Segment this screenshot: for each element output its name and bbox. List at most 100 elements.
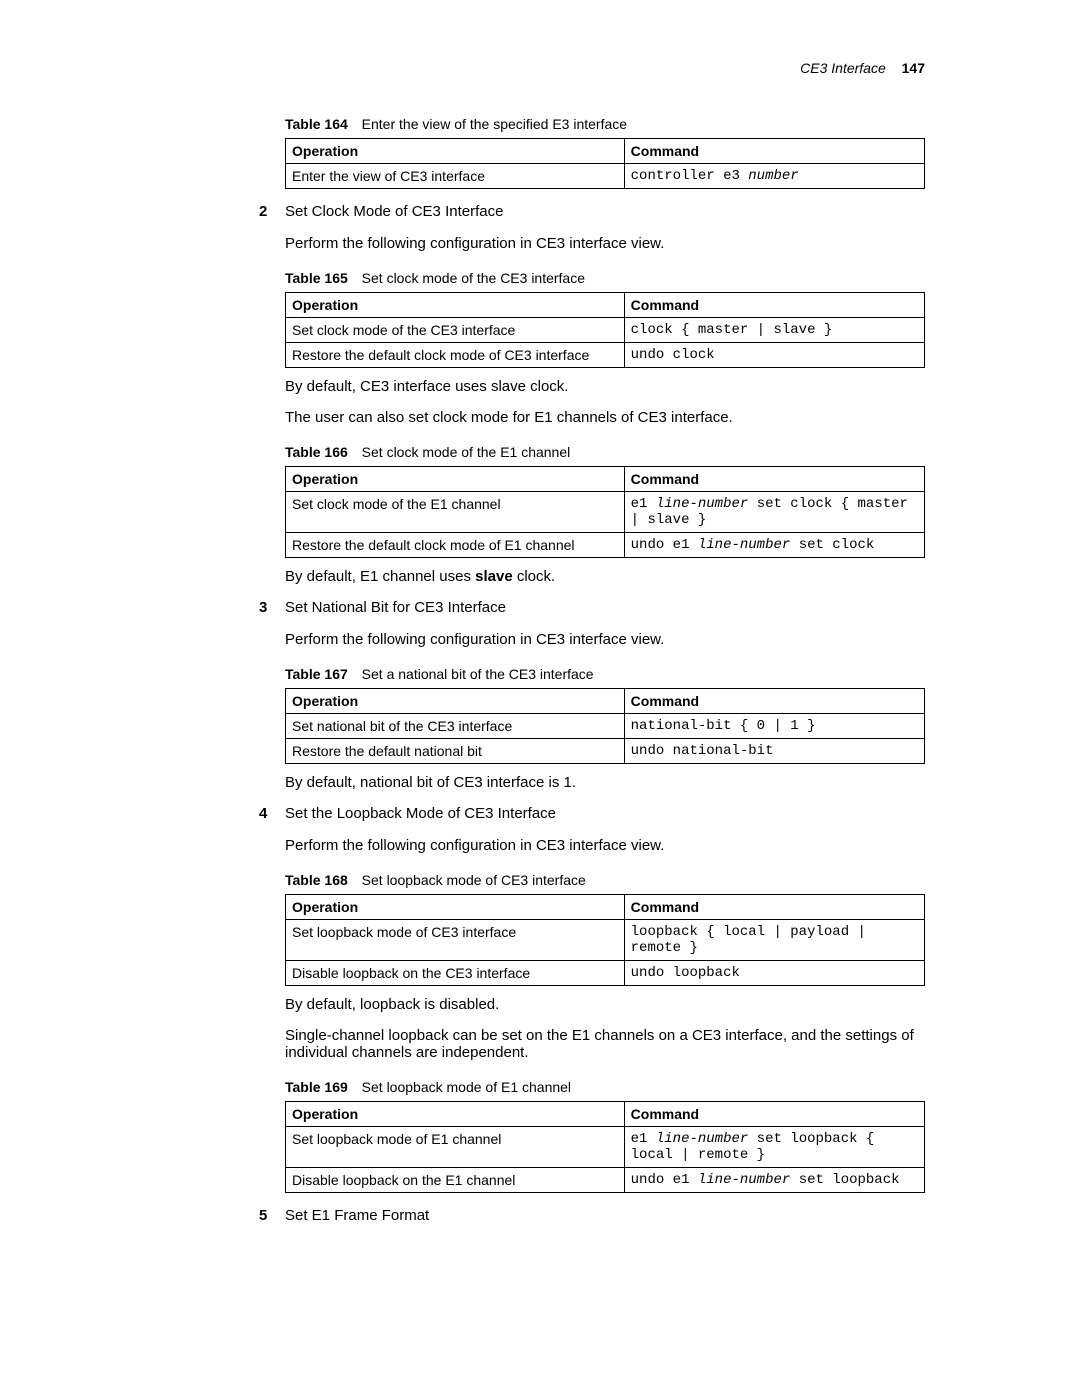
col-header-command: Command <box>624 1102 924 1127</box>
command-cell: undo e1 line-number set clock <box>624 533 924 558</box>
step-number: 4 <box>259 805 267 822</box>
table-164: Operation Command Enter the view of CE3 … <box>285 138 925 189</box>
table-label: Table 167 <box>285 666 348 682</box>
operation-cell: Enter the view of CE3 interface <box>286 164 625 189</box>
table-row: Operation Command <box>286 1102 925 1127</box>
table-row: Operation Command <box>286 139 925 164</box>
step-title: Set E1 Frame Format <box>285 1207 429 1224</box>
body-text: By default, E1 channel uses slave clock. <box>285 568 925 585</box>
cmd-param: line-number <box>656 496 748 512</box>
table-169: Operation Command Set loopback mode of E… <box>285 1101 925 1193</box>
table-row: Restore the default clock mode of E1 cha… <box>286 533 925 558</box>
cmd-text: undo e1 <box>631 1172 698 1188</box>
step-4: 4 Set the Loopback Mode of CE3 Interface <box>285 805 925 823</box>
table-row: Operation Command <box>286 689 925 714</box>
col-header-command: Command <box>624 293 924 318</box>
operation-cell: Restore the default national bit <box>286 739 625 764</box>
table-caption-168: Table 168 Set loopback mode of CE3 inter… <box>285 872 925 888</box>
step-3: 3 Set National Bit for CE3 Interface <box>285 599 925 617</box>
text-bold: slave <box>475 568 513 585</box>
col-header-operation: Operation <box>286 895 625 920</box>
table-166: Operation Command Set clock mode of the … <box>285 466 925 558</box>
table-row: Set loopback mode of CE3 interface loopb… <box>286 920 925 961</box>
col-header-command: Command <box>624 689 924 714</box>
table-row: Operation Command <box>286 467 925 492</box>
col-header-operation: Operation <box>286 689 625 714</box>
command-cell: undo e1 line-number set loopback <box>624 1168 924 1193</box>
table-row: Operation Command <box>286 895 925 920</box>
operation-cell: Set clock mode of the CE3 interface <box>286 318 625 343</box>
table-title: Set clock mode of the E1 channel <box>362 444 571 460</box>
operation-cell: Disable loopback on the CE3 interface <box>286 961 625 986</box>
body-text: The user can also set clock mode for E1 … <box>285 409 925 426</box>
table-caption-169: Table 169 Set loopback mode of E1 channe… <box>285 1079 925 1095</box>
table-caption-166: Table 166 Set clock mode of the E1 chann… <box>285 444 925 460</box>
command-cell: undo loopback <box>624 961 924 986</box>
table-row: Restore the default clock mode of CE3 in… <box>286 343 925 368</box>
body-text: By default, national bit of CE3 interfac… <box>285 774 925 791</box>
command-cell: national-bit { 0 | 1 } <box>624 714 924 739</box>
body-text: Perform the following configuration in C… <box>285 631 925 648</box>
body-text: By default, loopback is disabled. <box>285 996 925 1013</box>
table-row: Restore the default national bit undo na… <box>286 739 925 764</box>
table-title: Set loopback mode of CE3 interface <box>362 872 586 888</box>
col-header-command: Command <box>624 895 924 920</box>
table-label: Table 164 <box>285 116 348 132</box>
step-title: Set the Loopback Mode of CE3 Interface <box>285 805 556 822</box>
body-text: Perform the following configuration in C… <box>285 235 925 252</box>
content-area: Table 164 Enter the view of the specifie… <box>285 116 925 1225</box>
col-header-operation: Operation <box>286 1102 625 1127</box>
command-cell: loopback { local | payload | remote } <box>624 920 924 961</box>
text-span: clock. <box>513 568 556 585</box>
table-row: Disable loopback on the E1 channel undo … <box>286 1168 925 1193</box>
col-header-operation: Operation <box>286 139 625 164</box>
page-header: CE3 Interface 147 <box>155 60 925 76</box>
table-label: Table 166 <box>285 444 348 460</box>
step-number: 3 <box>259 599 267 616</box>
step-number: 5 <box>259 1207 267 1224</box>
table-title: Enter the view of the specified E3 inter… <box>362 116 627 132</box>
table-label: Table 168 <box>285 872 348 888</box>
cmd-param: line-number <box>698 1172 790 1188</box>
step-number: 2 <box>259 203 267 220</box>
table-title: Set clock mode of the CE3 interface <box>362 270 585 286</box>
cmd-text: undo e1 <box>631 537 698 553</box>
operation-cell: Set loopback mode of E1 channel <box>286 1127 625 1168</box>
cmd-param: line-number <box>698 537 790 553</box>
table-caption-167: Table 167 Set a national bit of the CE3 … <box>285 666 925 682</box>
table-167: Operation Command Set national bit of th… <box>285 688 925 764</box>
cmd-text: set loopback <box>790 1172 899 1188</box>
table-row: Enter the view of CE3 interface controll… <box>286 164 925 189</box>
cmd-param: line-number <box>656 1131 748 1147</box>
operation-cell: Restore the default clock mode of E1 cha… <box>286 533 625 558</box>
table-title: Set loopback mode of E1 channel <box>362 1079 571 1095</box>
operation-cell: Restore the default clock mode of CE3 in… <box>286 343 625 368</box>
col-header-operation: Operation <box>286 293 625 318</box>
col-header-command: Command <box>624 139 924 164</box>
command-cell: controller e3 number <box>624 164 924 189</box>
step-title: Set Clock Mode of CE3 Interface <box>285 203 503 220</box>
command-cell: undo national-bit <box>624 739 924 764</box>
body-text: Perform the following configuration in C… <box>285 837 925 854</box>
text-span: By default, E1 channel uses <box>285 568 475 585</box>
cmd-text: e1 <box>631 496 656 512</box>
step-title: Set National Bit for CE3 Interface <box>285 599 506 616</box>
col-header-command: Command <box>624 467 924 492</box>
table-caption-165: Table 165 Set clock mode of the CE3 inte… <box>285 270 925 286</box>
table-title: Set a national bit of the CE3 interface <box>362 666 594 682</box>
operation-cell: Set loopback mode of CE3 interface <box>286 920 625 961</box>
cmd-text: e1 <box>631 1131 656 1147</box>
cmd-text: controller e3 <box>631 168 749 184</box>
command-cell: e1 line-number set loopback { local | re… <box>624 1127 924 1168</box>
command-cell: clock { master | slave } <box>624 318 924 343</box>
col-header-operation: Operation <box>286 467 625 492</box>
table-label: Table 165 <box>285 270 348 286</box>
step-5: 5 Set E1 Frame Format <box>285 1207 925 1225</box>
body-text: Single-channel loopback can be set on th… <box>285 1027 925 1061</box>
table-row: Set national bit of the CE3 interface na… <box>286 714 925 739</box>
table-caption-164: Table 164 Enter the view of the specifie… <box>285 116 925 132</box>
operation-cell: Set national bit of the CE3 interface <box>286 714 625 739</box>
table-row: Set clock mode of the CE3 interface cloc… <box>286 318 925 343</box>
page-number: 147 <box>902 60 925 76</box>
table-row: Operation Command <box>286 293 925 318</box>
